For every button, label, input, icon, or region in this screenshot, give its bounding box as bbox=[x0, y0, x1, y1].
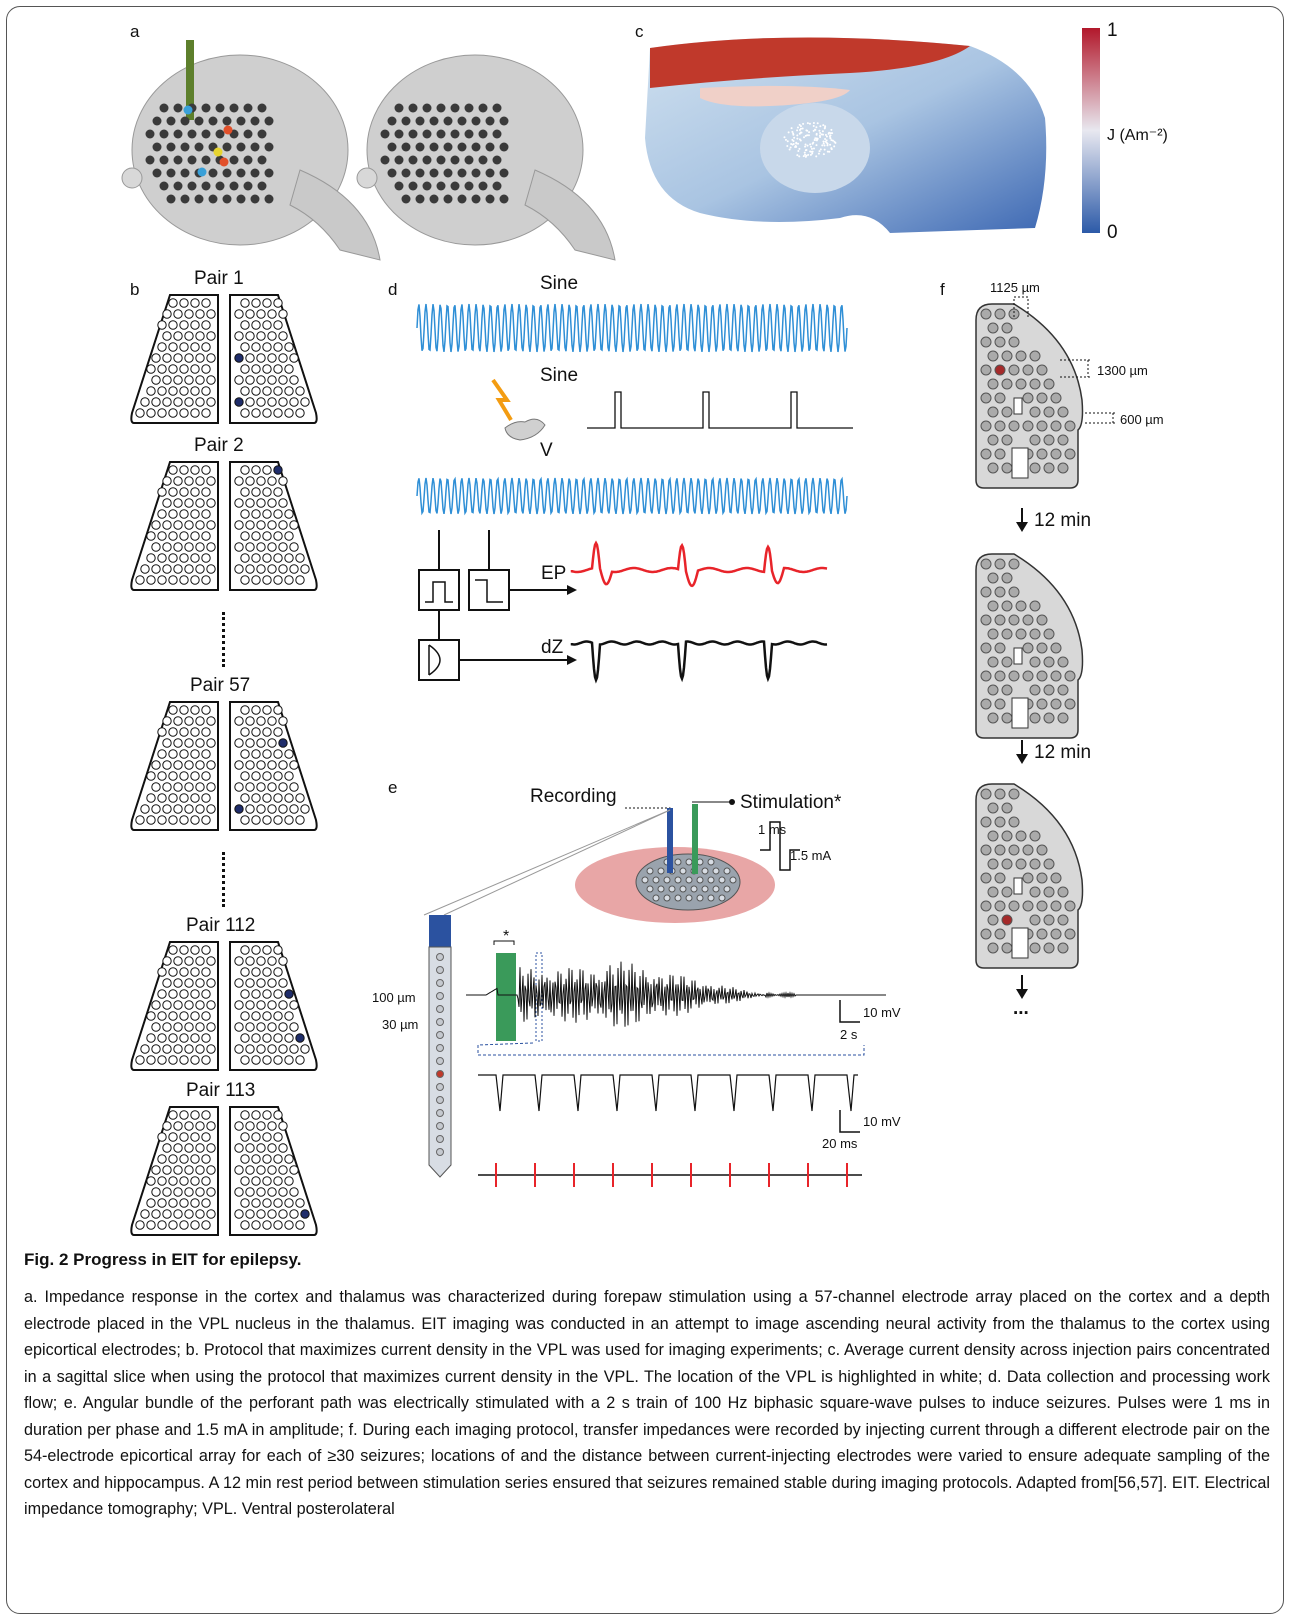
stim-marker-trace bbox=[478, 1155, 878, 1195]
dim-1125-bracket bbox=[1008, 289, 1038, 319]
scale2-voltage: 10 mV bbox=[863, 1114, 901, 1129]
ellipsis-dots-2 bbox=[222, 852, 225, 907]
scale2-time: 20 ms bbox=[822, 1136, 857, 1151]
colorbar-max: 1 bbox=[1107, 20, 1118, 42]
interval-1: 12 min bbox=[1034, 510, 1091, 532]
caption-text: a. Impedance response in the cortex and … bbox=[24, 1284, 1270, 1523]
interval-2: 12 min bbox=[1034, 742, 1091, 764]
array-pair-112 bbox=[130, 940, 330, 1075]
array-pair-113 bbox=[130, 1105, 330, 1240]
colorbar-label: J (Am⁻²) bbox=[1107, 125, 1168, 145]
pair-label-57: Pair 57 bbox=[190, 675, 250, 697]
processing-diagram bbox=[417, 530, 877, 710]
v-label: V bbox=[540, 440, 553, 462]
lowpass-filter-box bbox=[469, 570, 509, 610]
scale1-voltage: 10 mV bbox=[863, 1005, 901, 1020]
pair-label-112: Pair 112 bbox=[186, 915, 255, 937]
caption-title: Fig. 2 Progress in EIT for epilepsy. bbox=[24, 1250, 1270, 1270]
ep-trace bbox=[572, 543, 827, 586]
brain-right bbox=[357, 55, 615, 260]
stim-pulse-train bbox=[475, 370, 855, 440]
pair-label-2: Pair 2 bbox=[194, 435, 244, 457]
arrow-down-2 bbox=[1012, 740, 1032, 766]
scale1-time: 2 s bbox=[840, 1027, 857, 1042]
stim-train-bar bbox=[496, 953, 516, 1041]
arrow-down-1 bbox=[1012, 508, 1032, 534]
pair-label-1: Pair 1 bbox=[194, 268, 244, 290]
bandpass-filter-box bbox=[419, 570, 459, 610]
zoomed-trace bbox=[478, 1045, 888, 1105]
figure-caption: Fig. 2 Progress in EIT for epilepsy. a. … bbox=[24, 1250, 1270, 1523]
dim-600-bracket bbox=[1085, 409, 1145, 439]
panel-label-f: f bbox=[940, 280, 945, 300]
sine-wave-1 bbox=[417, 298, 867, 358]
recording-electrode bbox=[667, 808, 673, 873]
brain-left bbox=[122, 40, 380, 260]
dz-label: dZ bbox=[541, 637, 563, 659]
panel-label-d: d bbox=[388, 280, 397, 300]
sine-label-1: Sine bbox=[540, 273, 578, 295]
continuation-dots: ... bbox=[1013, 998, 1029, 1020]
spacing-30: 30 µm bbox=[382, 1017, 418, 1032]
panel-e-setup bbox=[430, 790, 890, 920]
f-array-2 bbox=[974, 550, 1144, 740]
biphasic-pulse bbox=[760, 822, 800, 870]
lightning-icon bbox=[493, 380, 511, 420]
ep-label: EP bbox=[541, 563, 566, 585]
panel-a-brains bbox=[120, 30, 620, 270]
panel-label-e: e bbox=[388, 778, 397, 798]
sine-wave-v bbox=[417, 466, 867, 526]
dim-1300-bracket bbox=[1060, 355, 1120, 415]
colorbar bbox=[1082, 28, 1102, 233]
spacing-100: 100 µm bbox=[372, 990, 416, 1005]
demodulator-box bbox=[419, 640, 459, 680]
depth-probe bbox=[425, 915, 455, 1185]
f-array-3 bbox=[974, 780, 1144, 970]
seizure-trace bbox=[466, 935, 886, 1045]
panel-c-sagittal-slice bbox=[640, 28, 1060, 238]
pair-label-113: Pair 113 bbox=[186, 1080, 255, 1102]
array-pair-1 bbox=[130, 293, 330, 428]
array-pair-57 bbox=[130, 700, 330, 835]
array-pair-2 bbox=[130, 460, 330, 595]
colorbar-min: 0 bbox=[1107, 222, 1118, 244]
stimulation-electrode bbox=[692, 804, 698, 874]
paw-icon bbox=[505, 419, 545, 440]
ellipsis-dots-1 bbox=[222, 612, 225, 667]
scalebar-1 bbox=[838, 1000, 862, 1030]
dz-trace bbox=[572, 642, 827, 681]
